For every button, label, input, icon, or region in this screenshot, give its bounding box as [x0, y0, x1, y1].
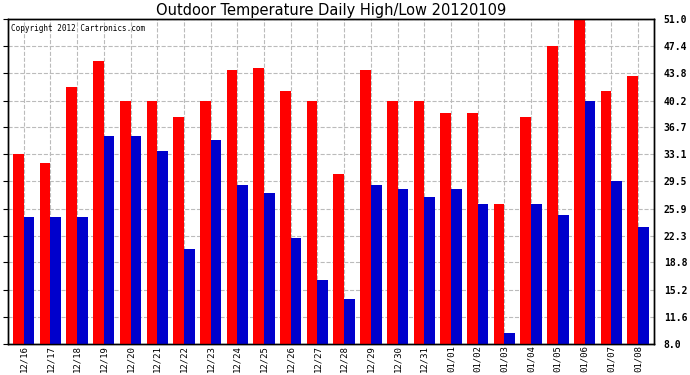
Bar [23, 217, 34, 375]
Bar [104, 136, 115, 375]
Bar [200, 100, 210, 375]
Bar [371, 185, 382, 375]
Bar [130, 136, 141, 375]
Bar [547, 46, 558, 375]
Bar [558, 216, 569, 375]
Bar [467, 113, 477, 375]
Bar [494, 204, 504, 375]
Bar [344, 298, 355, 375]
Bar [477, 204, 489, 375]
Bar [600, 91, 611, 375]
Bar [280, 91, 290, 375]
Title: Outdoor Temperature Daily High/Low 20120109: Outdoor Temperature Daily High/Low 20120… [156, 3, 506, 18]
Bar [13, 154, 23, 375]
Bar [397, 189, 408, 375]
Bar [584, 100, 595, 375]
Bar [93, 60, 104, 375]
Bar [387, 100, 397, 375]
Bar [611, 182, 622, 375]
Bar [317, 280, 328, 375]
Bar [424, 196, 435, 375]
Bar [264, 193, 275, 375]
Bar [50, 217, 61, 375]
Bar [360, 70, 371, 375]
Bar [451, 189, 462, 375]
Bar [413, 100, 424, 375]
Text: Copyright 2012 Cartronics.com: Copyright 2012 Cartronics.com [11, 24, 145, 33]
Bar [290, 238, 302, 375]
Bar [627, 76, 638, 375]
Bar [237, 185, 248, 375]
Bar [226, 70, 237, 375]
Bar [40, 162, 50, 375]
Bar [77, 217, 88, 375]
Bar [253, 68, 264, 375]
Bar [307, 100, 317, 375]
Bar [440, 113, 451, 375]
Bar [120, 100, 130, 375]
Bar [333, 174, 344, 375]
Bar [146, 100, 157, 375]
Bar [531, 204, 542, 375]
Bar [520, 117, 531, 375]
Bar [504, 333, 515, 375]
Bar [210, 140, 221, 375]
Bar [184, 249, 195, 375]
Bar [157, 151, 168, 375]
Bar [66, 87, 77, 375]
Bar [638, 227, 649, 375]
Bar [574, 19, 584, 375]
Bar [173, 117, 184, 375]
